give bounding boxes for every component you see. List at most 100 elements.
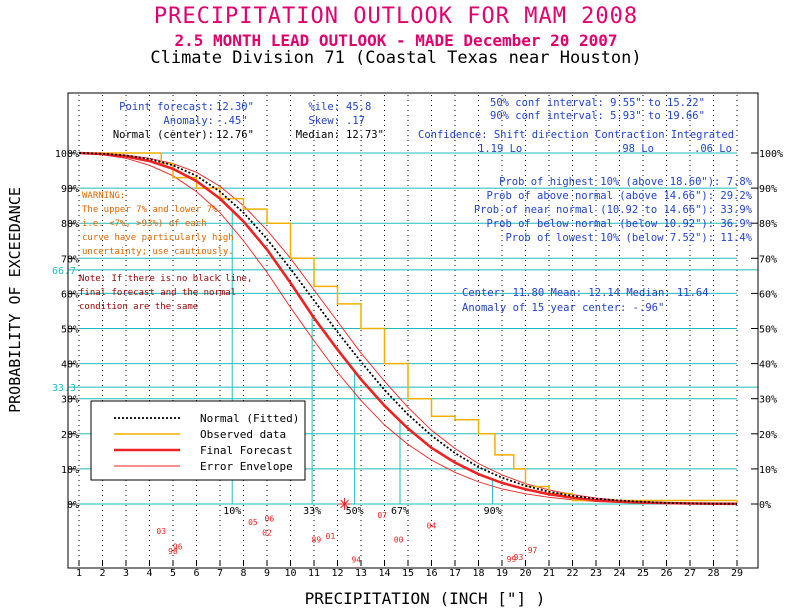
x-tick-label: 6	[193, 568, 199, 579]
stat-value: -.45"	[216, 115, 248, 127]
y-tick-label-right: 20%	[759, 430, 777, 441]
x-tick-label: 24	[613, 568, 625, 579]
x-tick-label: 1	[76, 568, 82, 579]
legend-label: Error Envelope	[200, 460, 293, 473]
y-tick-label-right: 10%	[759, 465, 777, 476]
x-tick-label: 12	[331, 568, 343, 579]
conf-interval: 90% conf interval: 5.93" to 19.66"	[490, 110, 705, 122]
year-marker: 99	[507, 555, 517, 564]
x-tick-label: 29	[731, 568, 743, 579]
y-tick-label-right: 80%	[759, 219, 777, 230]
year-marker: 00	[394, 536, 404, 545]
probability-line: Prob of highest 10% (above 18.60"): 7.8%	[499, 176, 753, 188]
x-tick-label: 16	[425, 568, 437, 579]
percentile-label: 67%	[391, 506, 409, 517]
conf-interval: 50% conf interval: 9.55" to 15.22"	[490, 97, 705, 109]
x-tick-label: 17	[449, 568, 461, 579]
year-marker: 07	[377, 511, 387, 520]
x-tick-label: 8	[240, 568, 246, 579]
x-tick-label: 10	[284, 568, 296, 579]
y-tick-label-left: 70%	[61, 254, 79, 265]
text-panels: Point forecast: 12.30"Anomaly: -.45"Normal…	[79, 97, 753, 314]
series	[78, 151, 738, 510]
warning-text: curve have particularly high	[82, 233, 234, 243]
y-tick-label-right: 100%	[759, 149, 783, 160]
x-tick-label: 5	[170, 568, 176, 579]
y-tick-label-left: 80%	[61, 219, 79, 230]
x-tick-label: 26	[660, 568, 672, 579]
axes: 1 2 3 4 5 6 7 8 9 10 11 12 13 14 15 16 17 18 19 20 21 22 23 24 2…	[6, 92, 783, 608]
warning-text: WARNING:	[82, 191, 125, 201]
year-marker: 06	[265, 515, 275, 524]
confidence-shift: 1.19 Lo	[478, 143, 522, 155]
year-marker: 05	[248, 518, 258, 527]
legend: Normal (Fitted) Observed data Final Foreca…	[90, 400, 306, 481]
warning-text: i.e. <7%, >93%) of each	[82, 219, 207, 229]
stat-label: Median:	[296, 129, 340, 141]
stat-value: 45.8	[346, 101, 371, 113]
y-tick-label-right: 60%	[759, 289, 777, 300]
legend-label: Final Forecast	[200, 444, 293, 457]
stat-value: .17	[346, 115, 365, 127]
x-tick-label: 2	[99, 568, 105, 579]
warning-text: uncertainty; use cautiously.	[82, 247, 234, 257]
percentile-label: 33%	[303, 506, 321, 517]
warning-text: The upper 7% and lower 7%	[82, 205, 218, 215]
y-tick-label-right: 40%	[759, 360, 777, 371]
percentile-label: 10%	[223, 506, 241, 517]
y-tick-label-left: 10%	[61, 465, 79, 476]
x-axis-label: PRECIPITATION (INCH ["] )	[305, 589, 546, 608]
year-marker: 04	[427, 522, 437, 531]
y-axis-label: PROBABILITY OF EXCEEDANCE	[6, 187, 24, 413]
observed-data-line	[79, 152, 738, 504]
center-stats: Center: 11.80 Mean: 12.14 Median: 11.64	[462, 287, 709, 299]
confidence-integrated: .06 Lo	[694, 143, 732, 155]
stat-label: Anomaly:	[163, 115, 214, 127]
x-tick-label: 23	[590, 568, 602, 579]
x-tick-label: 21	[543, 568, 555, 579]
normal-fitted-line	[78, 152, 738, 505]
stat-label: Normal (center):	[113, 129, 214, 141]
stat-label: Skew:	[308, 115, 340, 127]
confidence-contraction: .98 Lo	[616, 143, 654, 155]
x-tick-label: 13	[355, 568, 367, 579]
year-marker: 89	[312, 536, 322, 545]
year-marker: 02	[262, 529, 272, 538]
y-tick-label-right: 0%	[759, 500, 771, 511]
note-text: condition are the same	[79, 302, 198, 312]
note-text: Note: If there is no black line,	[79, 274, 252, 284]
year-marker: 01	[326, 532, 336, 541]
percentile-label: 50%	[346, 506, 364, 517]
x-tick-label: 14	[378, 568, 390, 579]
x-tick-label: 22	[566, 568, 578, 579]
page-subtitle: 2.5 MONTH LEAD OUTLOOK - MADE December 2…	[174, 31, 618, 50]
year-marker: 93	[514, 553, 524, 562]
y-tick-label-left: 0%	[67, 500, 79, 511]
grid	[68, 95, 758, 566]
y-tick-label-left: 40%	[61, 360, 79, 371]
y-tick-label-left: 60%	[61, 289, 79, 300]
year-marker: 98	[168, 547, 178, 556]
x-tick-label: 28	[707, 568, 719, 579]
y-tick-label-left: 50%	[61, 325, 79, 336]
stat-value: 12.76"	[216, 129, 254, 141]
year-marker: 97	[528, 546, 538, 555]
year-marker: 03	[156, 527, 166, 536]
stat-value: 12.30"	[216, 101, 254, 113]
probability-line: Prob of lowest 10% (below 7.52"): 11.4%	[505, 232, 752, 244]
legend-label: Observed data	[200, 428, 286, 441]
note-text: final forecast and the normal	[79, 288, 236, 298]
x-tick-label: 4	[146, 568, 152, 579]
division-title: Climate Division 71 (Coastal Texas near …	[150, 48, 642, 68]
ref-line-label: 66.7	[52, 266, 76, 277]
probability-line: Prob of near normal (10.92 to 14.66"): 3…	[474, 204, 753, 216]
y-tick-label-left: 20%	[61, 430, 79, 441]
x-tick-label: 25	[637, 568, 649, 579]
x-tick-label: 15	[402, 568, 414, 579]
confidence-header: Confidence: Shift direction Contraction …	[418, 129, 734, 141]
year-marker: 96	[173, 543, 183, 552]
y-tick-label-right: 50%	[759, 325, 777, 336]
legend-box	[90, 400, 306, 481]
